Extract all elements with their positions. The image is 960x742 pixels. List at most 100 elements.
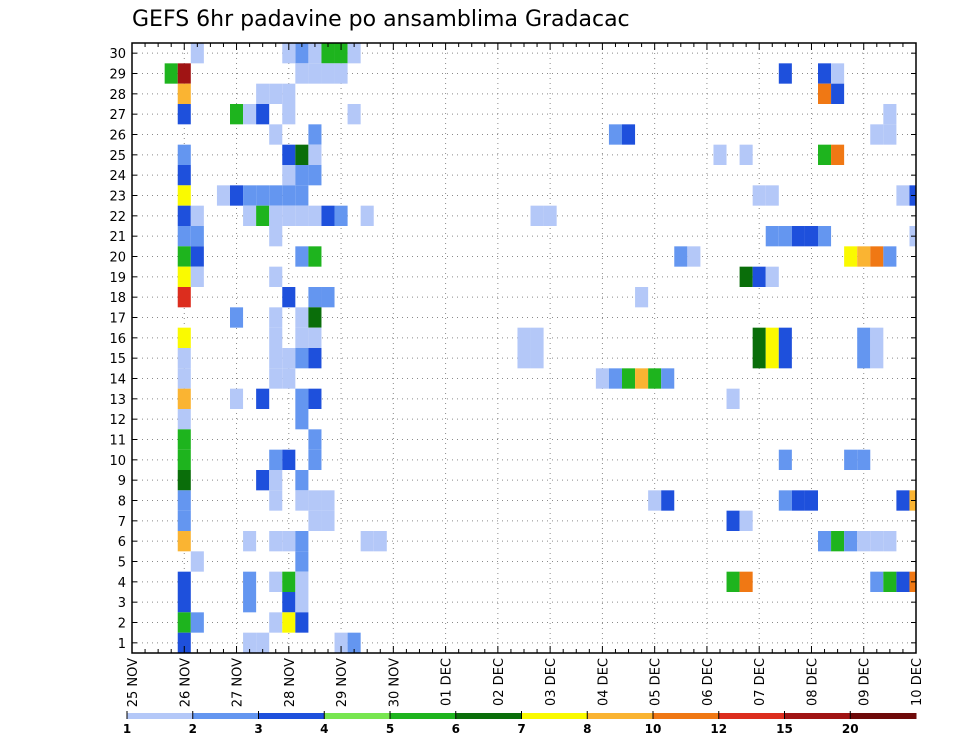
legend-label: 2 [189,722,197,736]
legend-swatch [390,713,457,719]
cells-layer [164,43,916,653]
x-tick-label: 07 DEC [753,658,768,706]
heatmap-cell [282,165,296,186]
heatmap-cell [883,104,897,125]
x-tick-label: 29 NOV [335,658,350,707]
heatmap-cell [334,63,348,84]
legend-label: 8 [583,722,591,736]
heatmap-cell [844,531,858,552]
heatmap-cell [256,388,270,409]
legend-label: 20 [842,722,859,736]
legend-label: 10 [645,722,662,736]
heatmap-cell [177,490,191,511]
heatmap-cell [177,185,191,206]
x-tick-label: 26 NOV [178,658,193,707]
heatmap-cell [269,348,283,369]
legend-label: 5 [386,722,394,736]
heatmap-cell [765,266,779,287]
heatmap-cell [256,205,270,226]
x-tick-label: 03 DEC [544,658,559,706]
y-tick-label: 19 [109,271,126,286]
heatmap-cell [765,327,779,348]
heatmap-cell [308,43,322,64]
legend-label: 3 [254,722,262,736]
heatmap-cell [177,348,191,369]
heatmap-cell [883,124,897,145]
heatmap-cell [517,327,531,348]
heatmap-cell [295,490,309,511]
heatmap-cell [282,449,296,470]
heatmap-cell [269,470,283,491]
heatmap-cell [870,124,884,145]
heatmap-cell [269,490,283,511]
heatmap-cell [870,327,884,348]
heatmap-cell [190,205,204,226]
legend-swatch [784,713,851,719]
heatmap-cell [295,307,309,328]
heatmap-cell [308,510,322,531]
heatmap-cell [295,165,309,186]
heatmap-cell [373,531,387,552]
heatmap-cell [243,185,257,206]
heatmap-cell [883,571,897,592]
heatmap-cell [778,490,792,511]
x-tick-label: 08 DEC [805,658,820,706]
heatmap-cell [269,327,283,348]
heatmap-cell [269,531,283,552]
heatmap-cell [726,510,740,531]
heatmap-cell [778,348,792,369]
heatmap-cell [269,612,283,633]
heatmap-cell [818,531,832,552]
heatmap-cell [269,124,283,145]
y-tick-label: 17 [109,312,126,327]
legend-swatch [718,713,785,719]
heatmap-cell [243,571,257,592]
heatmap-cell [269,266,283,287]
heatmap-cell [177,531,191,552]
heatmap-cell [752,327,766,348]
heatmap-cell [661,368,675,389]
heatmap-cell [177,287,191,308]
x-tick-label: 28 NOV [283,658,298,707]
heatmap-cell [870,348,884,369]
y-tick-label: 30 [109,47,126,62]
heatmap-cell [230,104,244,125]
heatmap-cell [190,551,204,572]
heatmap-cell [295,348,309,369]
heatmap-cell [334,43,348,64]
heatmap-cell [778,63,792,84]
heatmap-cell [896,185,910,206]
heatmap-cell [831,83,845,104]
y-tick-label: 16 [109,332,126,347]
legend-swatch [258,713,325,719]
heatmap-cell [674,246,688,267]
heatmap-cell [295,63,309,84]
x-tick-label: 09 DEC [858,658,873,706]
heatmap-cell [295,43,309,64]
heatmap-cell [896,490,910,511]
heatmap-cell [347,104,361,125]
heatmap-cell [282,612,296,633]
heatmap-cell [216,185,230,206]
heatmap-cell [177,144,191,165]
heatmap-cell [295,388,309,409]
heatmap-cell [295,144,309,165]
heatmap-cell [595,368,609,389]
x-tick-label: 06 DEC [701,658,716,706]
legend-swatch [455,713,522,719]
heatmap-cell [765,185,779,206]
heatmap-cell [739,571,753,592]
heatmap-cell [269,185,283,206]
heatmap-cell [804,490,818,511]
heatmap-cell [831,63,845,84]
heatmap-cell [321,510,335,531]
x-tick-label: 27 NOV [231,658,246,707]
heatmap-cell [334,632,348,653]
heatmap-cell [726,388,740,409]
heatmap-cell [831,144,845,165]
y-tick-label: 14 [109,373,126,388]
heatmap-cell [334,205,348,226]
heatmap-cell [883,531,897,552]
y-tick-label: 10 [109,454,126,469]
heatmap-cell [282,83,296,104]
